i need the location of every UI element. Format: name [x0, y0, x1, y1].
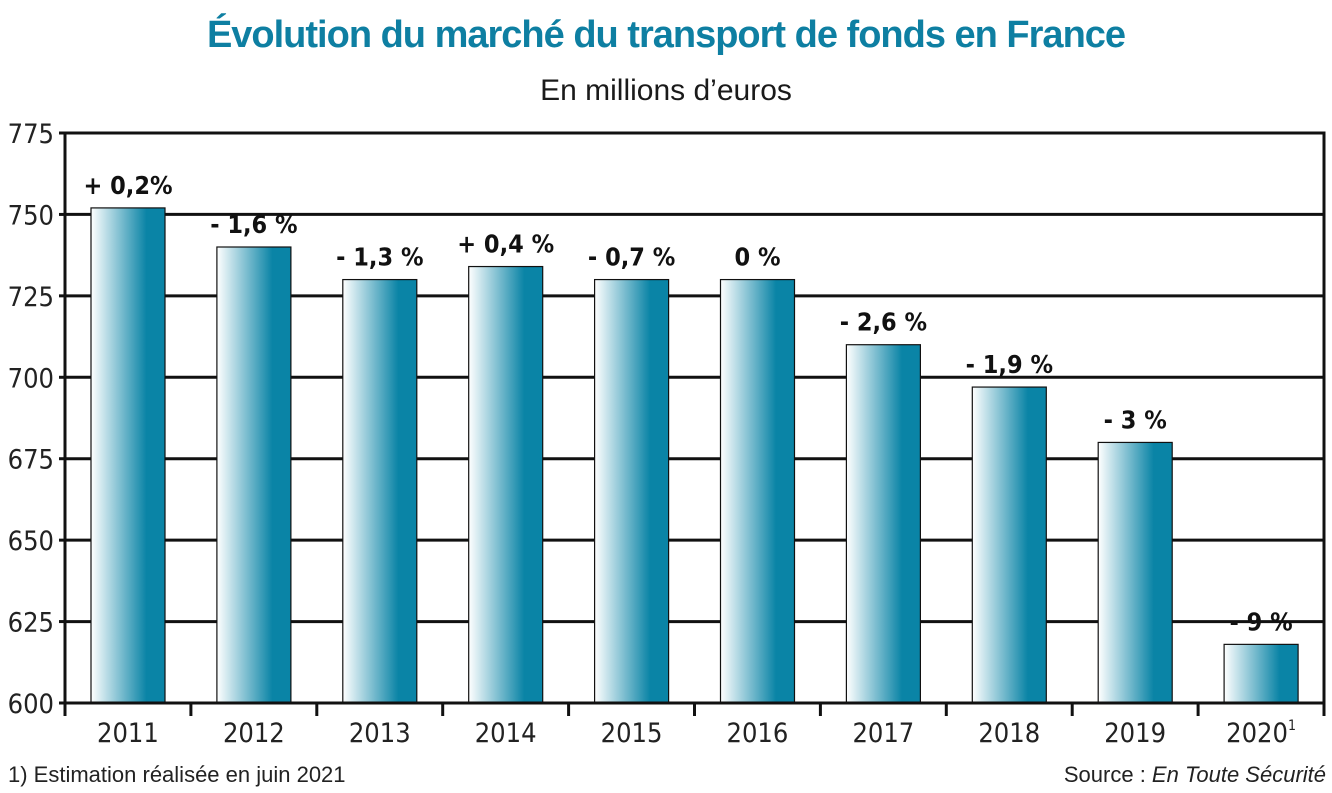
source-credit: Source : En Toute Sécurité [1064, 762, 1326, 788]
x-tick-year: 2020 [1226, 718, 1288, 749]
y-tick-label: 700 [8, 363, 54, 394]
data-label: + 0,2% [83, 171, 172, 200]
y-tick-label: 750 [8, 200, 54, 231]
x-tick-label: 2012 [223, 718, 285, 749]
y-tick-label: 600 [8, 689, 54, 720]
x-tick-label: 2015 [601, 718, 663, 749]
data-label: - 3 % [1104, 405, 1167, 434]
x-tick-label: 2014 [475, 718, 537, 749]
bar-2019 [1097, 441, 1173, 704]
x-tick-year: 2016 [727, 718, 789, 749]
x-tick-year: 2014 [475, 718, 537, 749]
x-tick-year: 2013 [349, 718, 411, 749]
bar-2017 [845, 344, 922, 704]
data-label: - 2,6 % [840, 308, 927, 337]
x-tick-label: 2017 [852, 718, 914, 749]
data-label: - 1,9 % [966, 350, 1053, 379]
bar-2016 [719, 278, 796, 704]
bar-2020 [1223, 643, 1299, 704]
x-tick-label: 20201 [1226, 718, 1296, 749]
bar-2011 [90, 207, 166, 704]
chart-title: Évolution du marché du transport de fond… [206, 14, 1126, 56]
x-tick-label: 2019 [1104, 718, 1166, 749]
x-tick-superscript: 1 [1288, 718, 1296, 734]
x-tick-year: 2019 [1104, 718, 1166, 749]
data-label: - 9 % [1230, 607, 1293, 636]
bar-2015 [593, 278, 670, 704]
data-label: - 1,6 % [210, 210, 297, 239]
bar-2013 [342, 278, 418, 704]
bar-2014 [468, 265, 544, 704]
source-name: En Toute Sécurité [1151, 762, 1326, 787]
y-tick-label: 625 [8, 608, 54, 639]
y-tick-label: 725 [8, 282, 54, 313]
x-tick-year: 2018 [978, 718, 1040, 749]
data-label: - 1,3 % [336, 243, 423, 272]
source-label: Source : [1063, 762, 1152, 787]
x-tick-label: 2018 [978, 718, 1040, 749]
chart-subtitle: En millions d’euros [540, 74, 792, 107]
bar-2012 [216, 246, 292, 704]
x-tick-year: 2017 [852, 718, 914, 749]
data-label: - 0,7 % [588, 243, 675, 272]
y-tick-label: 775 [8, 119, 54, 150]
x-tick-year: 2012 [223, 718, 285, 749]
data-label: + 0,4 % [457, 230, 554, 259]
y-tick-label: 675 [8, 445, 54, 476]
x-tick-label: 2013 [349, 718, 411, 749]
footnote: 1) Estimation réalisée en juin 2021 [8, 762, 346, 787]
y-tick-label: 650 [8, 526, 54, 557]
x-tick-label: 2016 [727, 718, 789, 749]
data-label: 0 % [734, 243, 780, 272]
x-tick-year: 2011 [97, 718, 159, 749]
x-tick-year: 2015 [601, 718, 663, 749]
x-tick-label: 2011 [97, 718, 159, 749]
bar-2018 [971, 386, 1047, 704]
